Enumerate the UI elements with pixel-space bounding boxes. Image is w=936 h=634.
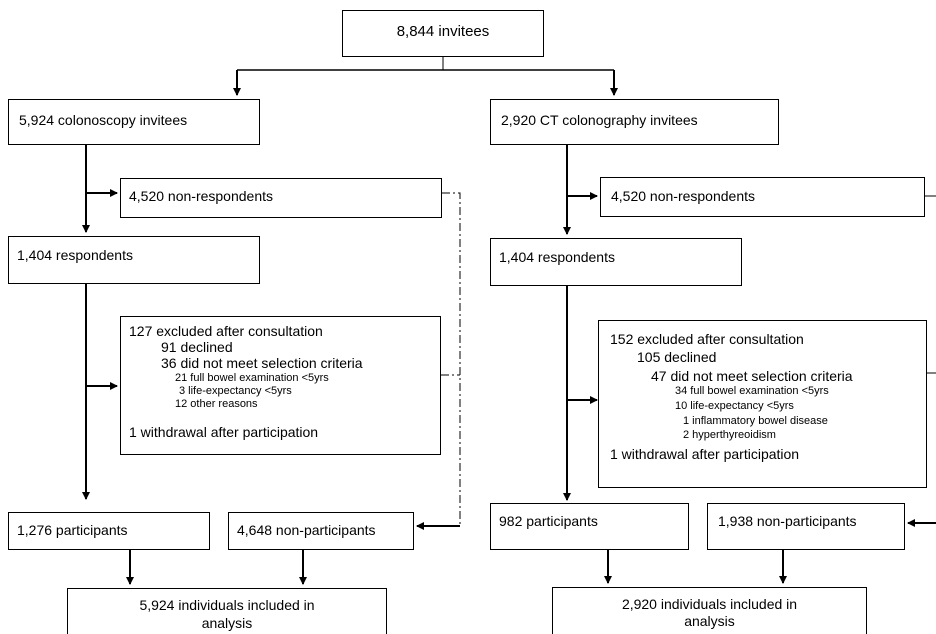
left-analysis-line1: 5,924 individuals included in (139, 597, 315, 613)
right-excluded-box: 152 excluded after consultation 105 decl… (598, 320, 927, 488)
left-detail-bowel: 21 full bowel examination <5yrs (175, 372, 329, 384)
right-detail-bowel: 34 full bowel examination <5yrs (675, 385, 829, 397)
left-nonrespondents-label: 4,520 non-respondents (129, 188, 273, 204)
left-nonparticipants-label: 4,648 non-participants (237, 522, 376, 538)
left-respondents-label: 1,404 respondents (17, 247, 133, 263)
left-withdrawal: 1 withdrawal after participation (129, 424, 319, 440)
right-nonparticipants-label: 1,938 non-participants (718, 513, 857, 529)
right-participants-box: 982 participants (490, 503, 689, 550)
left-excluded-box: 127 excluded after consultation 91 decli… (120, 316, 441, 455)
right-detail-ibd: 1 inflammatory bowel disease (683, 415, 828, 427)
left-nonparticipants-box: 4,648 non-participants (228, 512, 414, 550)
left-participants-box: 1,276 participants (8, 512, 210, 550)
left-analysis-line2: analysis (201, 615, 253, 631)
right-nonrespondents-box: 4,520 non-respondents (600, 177, 925, 217)
ct-invitees-label: 2,920 CT colonography invitees (501, 112, 698, 128)
left-criteria: 36 did not meet selection criteria (161, 355, 363, 371)
ct-invitees-box: 2,920 CT colonography invitees (490, 99, 779, 145)
right-respondents-label: 1,404 respondents (499, 249, 615, 265)
left-respondents-box: 1,404 respondents (8, 236, 260, 284)
right-detail-hyper: 2 hyperthyreoidism (683, 429, 776, 441)
right-participants-label: 982 participants (499, 513, 598, 529)
left-participants-label: 1,276 participants (17, 522, 128, 538)
left-detail-other: 12 other reasons (175, 398, 258, 410)
right-respondents-box: 1,404 respondents (490, 238, 742, 286)
left-excluded-title: 127 excluded after consultation (129, 323, 323, 339)
colonoscopy-invitees-box: 5,924 colonoscopy invitees (8, 99, 260, 145)
invitees-total-label: 8,844 invitees (396, 23, 490, 40)
right-nonrespondents-label: 4,520 non-respondents (611, 188, 755, 204)
left-dashdot-line (442, 192, 461, 526)
invitees-total-box: 8,844 invitees (342, 10, 544, 57)
right-nonparticipants-box: 1,938 non-participants (707, 503, 905, 550)
left-detail-life: 3 life-expectancy <5yrs (179, 385, 292, 397)
right-analysis-line2: analysis (684, 613, 735, 629)
right-withdrawal: 1 withdrawal after participation (610, 446, 800, 462)
right-analysis-line1: 2,920 individuals included in (621, 596, 798, 612)
right-analysis-box: 2,920 individuals included in analysis (552, 587, 867, 634)
right-declined: 105 declined (637, 349, 717, 365)
left-nonrespondents-box: 4,520 non-respondents (120, 178, 442, 218)
right-excluded-title: 152 excluded after consultation (610, 331, 804, 347)
left-declined: 91 declined (161, 339, 233, 355)
right-criteria: 47 did not meet selection criteria (651, 368, 853, 384)
colonoscopy-invitees-label: 5,924 colonoscopy invitees (19, 112, 188, 128)
left-analysis-box: 5,924 individuals included in analysis (67, 588, 387, 634)
right-detail-life: 10 life-expectancy <5yrs (675, 400, 794, 412)
